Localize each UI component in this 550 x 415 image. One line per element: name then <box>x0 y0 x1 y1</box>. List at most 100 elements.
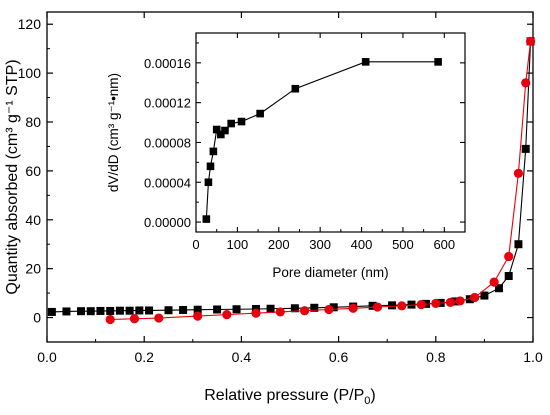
data-point-square <box>193 305 202 314</box>
inset-data-point <box>202 215 211 223</box>
y-tick-label: 100 <box>18 65 42 81</box>
data-point-circle <box>372 302 383 312</box>
data-point-square <box>106 306 115 315</box>
data-point-circle <box>154 313 164 323</box>
inset-y-tick-label: 0.00012 <box>144 96 191 111</box>
x-tick-label: 0.4 <box>232 349 252 365</box>
inset-x-tick-label: 300 <box>309 237 331 252</box>
data-point-circle <box>348 303 358 313</box>
data-point-circle <box>513 168 524 178</box>
data-point-square <box>86 307 95 316</box>
data-point-circle <box>193 311 203 321</box>
data-point-circle <box>324 304 334 315</box>
data-point-circle <box>275 307 285 317</box>
inset-data-point <box>217 130 225 139</box>
data-point-square <box>62 307 71 316</box>
inset-data-point <box>227 119 235 128</box>
data-point-circle <box>431 298 441 308</box>
x-tick-label: 0.6 <box>329 349 349 365</box>
inset-y-tick-label: 0.00016 <box>144 56 191 71</box>
data-point-square <box>310 303 319 312</box>
x-tick-label: 1.0 <box>523 349 543 365</box>
data-point-square <box>125 306 134 315</box>
x-axis-title: Relative pressure (P/P0) <box>204 387 376 407</box>
data-point-square <box>388 301 397 310</box>
x-tick-label: 0.8 <box>426 349 446 365</box>
x-axis-title-subscript: 0 <box>364 395 370 407</box>
data-point-square <box>135 306 144 315</box>
y-tick-label: 40 <box>25 212 41 228</box>
data-point-circle <box>470 292 480 303</box>
inset-x-tick-label: 200 <box>268 237 290 252</box>
data-point-circle <box>489 277 499 287</box>
data-point-square <box>96 306 105 315</box>
y-tick-label: 20 <box>25 261 41 277</box>
main-plot: 0.0 0.2 0.4 0.6 0.8 1.0 0 20 40 60 80 100 120 Relativ… <box>4 11 543 407</box>
data-point-circle <box>455 296 465 306</box>
data-point-square <box>368 301 377 310</box>
data-point-square <box>179 305 188 314</box>
data-point-square <box>164 306 173 315</box>
data-point-square <box>329 303 338 312</box>
x-axis-title-main: Relative pressure (P/P <box>204 387 364 404</box>
inset-data-point <box>256 109 264 118</box>
inset-data-point <box>291 84 300 93</box>
data-point-circle <box>445 297 455 307</box>
inset-x-tick-label: 400 <box>351 237 373 252</box>
data-point-circle <box>525 36 536 46</box>
data-point-square <box>47 307 56 316</box>
x-axis-title-close: ) <box>370 387 375 404</box>
data-point-circle <box>251 308 261 318</box>
data-point-square <box>407 300 416 309</box>
y-axis-title: Quantity absorbed (cm³ g⁻¹ STP) <box>4 59 21 294</box>
inset-data-point <box>209 147 218 156</box>
inset-plot: 0 100 200 300 400 500 600 0.00000 0.00004 0.00008… <box>106 32 466 280</box>
data-point-circle <box>222 310 232 320</box>
inset-data-point <box>434 58 442 66</box>
inset-data-point <box>204 178 213 187</box>
x-tick-label: 0.0 <box>37 349 57 365</box>
inset-data-point <box>237 117 246 126</box>
inset-y-axis-title: dV/dD (cm³ g⁻¹•nm) <box>106 73 121 192</box>
data-point-square <box>504 272 513 280</box>
inset-x-tick-label: 600 <box>433 237 455 252</box>
y-tick-label: 120 <box>18 16 42 32</box>
inset-y-tick-label: 0.00008 <box>144 135 191 150</box>
data-point-square <box>290 304 299 313</box>
series-line <box>110 41 532 321</box>
data-point-square <box>145 306 154 315</box>
data-point-circle <box>521 78 531 88</box>
inset-y-tick-label: 0.00000 <box>144 215 191 230</box>
inset-x-tick-label: 100 <box>227 237 249 252</box>
data-point-square <box>480 291 489 300</box>
data-point-square <box>232 305 241 314</box>
data-point-circle <box>105 314 115 325</box>
data-point-square <box>213 305 222 314</box>
x-tick-label: 0.2 <box>134 349 154 365</box>
data-point-circle <box>397 301 407 311</box>
data-point-square <box>77 307 86 316</box>
inset-y-tick-label: 0.00004 <box>144 175 191 190</box>
inset-x-tick-label: 500 <box>392 237 414 252</box>
data-point-square <box>266 304 275 313</box>
inset-data-point <box>212 125 221 134</box>
data-point-circle <box>299 306 310 316</box>
inset-data-point <box>206 162 215 171</box>
inset-data-point <box>361 58 370 66</box>
data-point-circle <box>504 251 514 262</box>
y-tick-label: 0 <box>33 310 41 326</box>
data-point-circle <box>416 300 426 310</box>
y-tick-label: 80 <box>25 114 41 130</box>
inset-data-point <box>221 126 229 135</box>
data-point-square <box>514 240 523 249</box>
data-point-square <box>521 144 530 153</box>
data-point-square <box>115 306 124 315</box>
y-tick-label: 60 <box>25 163 41 179</box>
data-point-square <box>494 284 503 293</box>
data-point-square <box>465 295 474 304</box>
inset-x-tick-label: 0 <box>192 237 199 252</box>
inset-frame <box>195 32 466 233</box>
data-point-circle <box>129 314 140 324</box>
